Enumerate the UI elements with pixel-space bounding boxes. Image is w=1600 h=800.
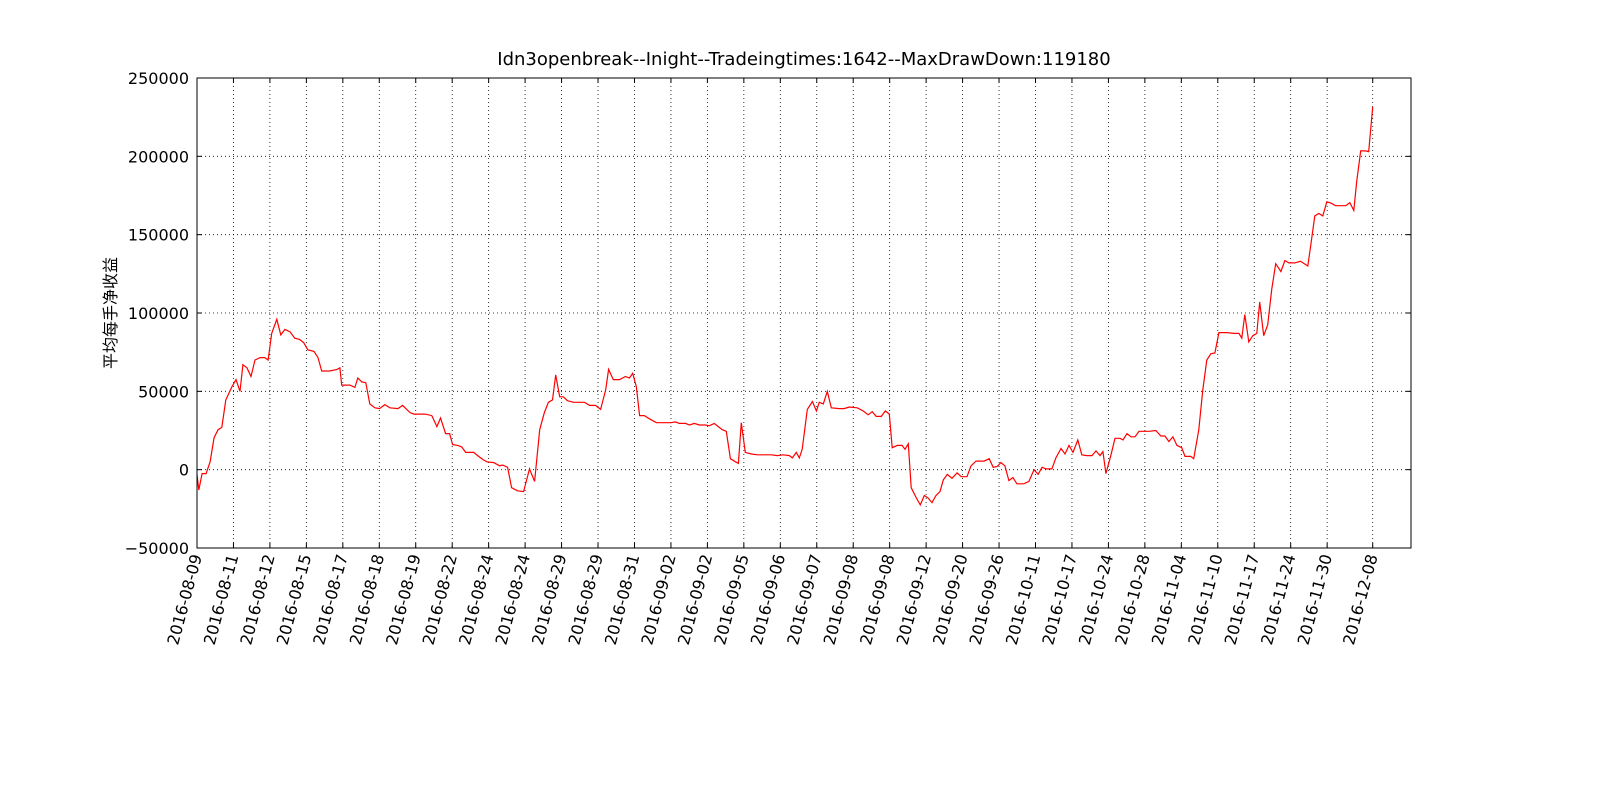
data-line — [196, 106, 1374, 507]
x-tick-label: 2016-08-31 — [601, 552, 643, 647]
x-tick-label: 2016-09-26 — [965, 552, 1007, 647]
x-tick-label: 2016-09-08 — [856, 552, 898, 647]
plot-frame — [196, 77, 1412, 549]
y-tick-label: 100000 — [128, 304, 189, 323]
x-tick-label: 2016-09-20 — [929, 552, 971, 647]
x-tick-label: 2016-08-11 — [200, 552, 242, 647]
y-axis-label: 平均每手净收益 — [101, 257, 120, 369]
x-tick-label: 2016-11-17 — [1221, 552, 1263, 647]
x-tick-label: 2016-08-24 — [492, 552, 534, 647]
chart-title: Idn3openbreak--Inight--Tradeingtimes:164… — [497, 49, 1110, 70]
x-tick-label: 2016-10-11 — [1002, 552, 1044, 647]
y-tick-label: 50000 — [138, 382, 189, 401]
x-tick-label: 2016-09-12 — [893, 552, 935, 647]
x-tick-label: 2016-11-10 — [1184, 552, 1226, 647]
x-tick-label: 2016-10-24 — [1075, 552, 1117, 647]
x-tick-label: 2016-09-05 — [710, 552, 752, 647]
x-tick-label: 2016-09-06 — [747, 552, 789, 647]
x-tick-label: 2016-11-30 — [1294, 552, 1336, 647]
x-tick-label: 2016-08-29 — [528, 552, 570, 647]
x-tick-label: 2016-08-22 — [419, 552, 461, 647]
y-tick-label: −50000 — [125, 539, 189, 558]
x-tick-label: 2016-08-19 — [382, 552, 424, 647]
x-tick-label: 2016-09-02 — [674, 552, 716, 647]
x-tick-label: 2016-08-18 — [346, 552, 388, 647]
x-tick-label: 2016-08-09 — [163, 552, 205, 647]
x-tick-label: 2016-08-24 — [455, 552, 497, 647]
x-tick-label: 2016-11-24 — [1257, 552, 1299, 647]
x-tick-label: 2016-09-02 — [637, 552, 679, 647]
x-tick-label: 2016-09-07 — [783, 552, 825, 647]
x-tick-label: 2016-08-29 — [564, 552, 606, 647]
x-tick-label: 2016-09-08 — [820, 552, 862, 647]
y-tick-label: 0 — [179, 461, 189, 480]
y-tick-label: 250000 — [128, 69, 189, 88]
x-tick-label: 2016-08-15 — [273, 552, 315, 647]
x-tick-label: 2016-10-17 — [1038, 552, 1080, 647]
x-tick-label: 2016-10-28 — [1111, 552, 1153, 647]
y-tick-label: 150000 — [128, 226, 189, 245]
x-tick-label: 2016-08-12 — [236, 552, 278, 647]
x-tick-label: 2016-12-08 — [1339, 552, 1381, 647]
y-tick-label: 200000 — [128, 147, 189, 166]
x-tick-label: 2016-11-04 — [1148, 552, 1190, 647]
x-tick-label: 2016-08-17 — [309, 552, 351, 647]
